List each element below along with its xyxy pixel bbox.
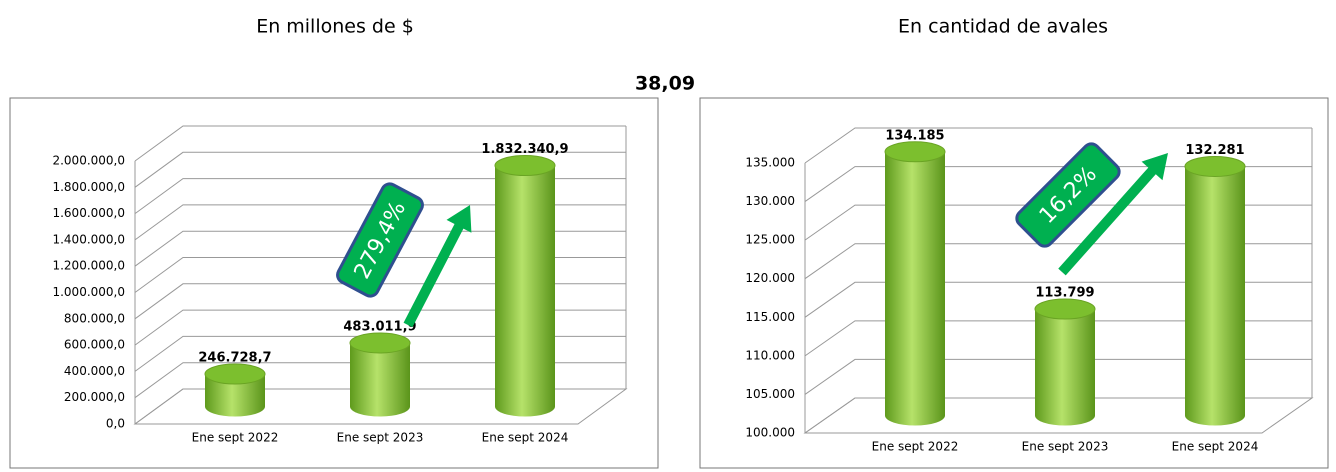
grid-line bbox=[804, 358, 1312, 395]
y-tick-label: 400.000,0 bbox=[64, 364, 125, 378]
x-tick-label: Ene sept 2023 bbox=[337, 431, 424, 445]
growth-arrow bbox=[403, 205, 472, 328]
x-tick-label: Ene sept 2022 bbox=[192, 431, 279, 445]
value-label: 1.832.340,9 bbox=[481, 142, 568, 157]
grid-line bbox=[134, 151, 626, 188]
cylinder bbox=[1184, 155, 1246, 426]
grid-line bbox=[804, 281, 1312, 318]
value-label: 132.281 bbox=[1185, 143, 1244, 158]
badge-box bbox=[336, 182, 424, 298]
grid-line bbox=[134, 388, 626, 425]
cylinder-body bbox=[1185, 166, 1245, 426]
y-tick-label: 1.600.000,0 bbox=[52, 206, 125, 220]
subtitle: En cantidad de avales bbox=[898, 16, 1108, 38]
y-tick-label: 135.000 bbox=[745, 156, 795, 170]
cylinder-top bbox=[1184, 155, 1246, 177]
grid-line bbox=[804, 320, 1312, 357]
y-tick-label: 600.000,0 bbox=[64, 338, 125, 352]
grid-line bbox=[134, 335, 626, 372]
cylinder-top bbox=[884, 141, 946, 163]
grid-line bbox=[804, 204, 1312, 241]
x-tick-label: Ene sept 2024 bbox=[1172, 440, 1259, 454]
y-tick-label: 115.000 bbox=[745, 310, 795, 324]
grid-line bbox=[804, 397, 1312, 434]
cylinder-body bbox=[1035, 309, 1095, 426]
growth-badge: 279,4% bbox=[336, 182, 424, 298]
grid-line bbox=[804, 243, 1312, 280]
cylinder-body bbox=[205, 374, 265, 417]
cylinder-top bbox=[204, 363, 266, 385]
grid-line bbox=[134, 125, 626, 162]
cylinder-top bbox=[494, 155, 556, 177]
grid-line bbox=[134, 362, 626, 399]
y-tick-label: 110.000 bbox=[745, 348, 795, 362]
growth-badge: 16,2% bbox=[1015, 142, 1121, 248]
y-tick-label: 130.000 bbox=[745, 194, 795, 208]
grid-line bbox=[134, 283, 626, 320]
cylinder bbox=[349, 332, 411, 417]
cylinder bbox=[1034, 298, 1096, 426]
grid-line bbox=[134, 230, 626, 267]
x-tick-label: Ene sept 2024 bbox=[482, 431, 569, 445]
y-tick-label: 1.000.000,0 bbox=[52, 285, 125, 299]
badge-box bbox=[1015, 142, 1121, 248]
y-tick-label: 0,0 bbox=[106, 417, 125, 431]
y-tick-label: 125.000 bbox=[745, 233, 795, 247]
cylinder-top bbox=[349, 332, 411, 354]
chart-frame bbox=[699, 97, 1329, 469]
value-label: 134.185 bbox=[885, 128, 944, 143]
y-tick-label: 100.000 bbox=[745, 426, 795, 440]
grid-line bbox=[134, 257, 626, 293]
y-tick-label: 800.000,0 bbox=[64, 311, 125, 325]
cylinder bbox=[204, 363, 266, 417]
y-tick-label: 2.000.000,0 bbox=[52, 154, 125, 168]
note: 38,09 bbox=[635, 73, 695, 95]
y-tick-label: 200.000,0 bbox=[64, 390, 125, 404]
cylinder-body bbox=[495, 165, 555, 417]
cylinder-body bbox=[350, 342, 410, 417]
growth-arrow bbox=[1058, 153, 1168, 276]
value-label: 113.799 bbox=[1035, 286, 1094, 301]
cylinder-body bbox=[885, 151, 945, 426]
y-tick-label: 120.000 bbox=[745, 271, 795, 285]
cylinder bbox=[884, 141, 946, 426]
chart-frame bbox=[9, 97, 659, 469]
value-label: 246.728,7 bbox=[198, 351, 271, 366]
grid-line bbox=[134, 309, 626, 346]
y-tick-label: 1.200.000,0 bbox=[52, 259, 125, 273]
x-tick-label: Ene sept 2022 bbox=[872, 440, 959, 454]
x-tick-label: Ene sept 2023 bbox=[1022, 440, 1109, 454]
y-tick-label: 1.400.000,0 bbox=[52, 232, 125, 246]
y-tick-label: 105.000 bbox=[745, 387, 795, 401]
subtitle: En millones de $ bbox=[256, 16, 414, 38]
value-label: 483.011,9 bbox=[343, 319, 416, 334]
cylinder bbox=[494, 155, 556, 417]
cylinder-top bbox=[1034, 298, 1096, 320]
grid-line bbox=[804, 127, 1312, 164]
y-tick-label: 1.800.000,0 bbox=[52, 180, 125, 194]
grid-line bbox=[134, 178, 626, 215]
grid-line bbox=[134, 204, 626, 241]
